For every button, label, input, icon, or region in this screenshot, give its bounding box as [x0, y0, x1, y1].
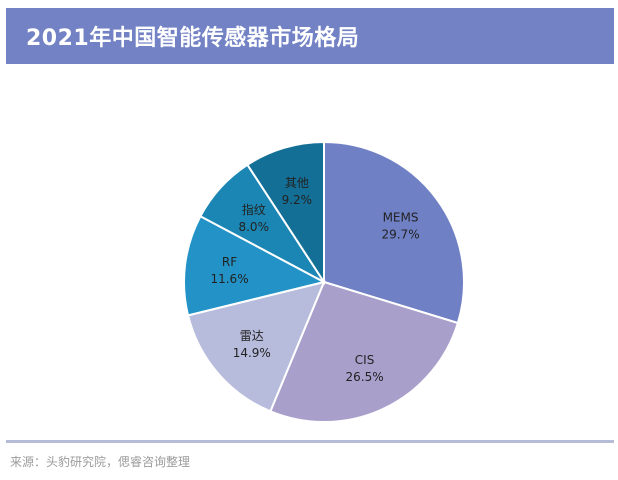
slice-value-label: 29.7%	[381, 227, 419, 241]
pie-slice	[186, 280, 326, 413]
pie-slice	[183, 214, 327, 317]
pie-slice	[323, 140, 465, 325]
pie-chart: MEMS 29.7% CIS 26.5% 雷达 14.9% RF 11.6% 指纹 8.0% 其他 9…	[183, 140, 465, 423]
pie-slice	[246, 140, 325, 286]
pie-slices	[183, 140, 465, 423]
slice-value-label: 8.0%	[238, 220, 269, 234]
chart-area: MEMS 29.7% CIS 26.5% 雷达 14.9% RF 11.6% 指纹 8.0% 其他 9…	[0, 64, 618, 436]
source-note: 来源：头豹研究院，偲睿咨询整理	[10, 455, 191, 469]
slice-value-label: 9.2%	[282, 193, 313, 207]
footer-divider	[6, 440, 614, 443]
slice-name-label: 其他	[285, 176, 309, 190]
title-bar: 2021年中国智能传感器市场格局	[6, 8, 614, 64]
slice-name-label: 雷达	[240, 329, 264, 343]
slice-value-label: 14.9%	[233, 346, 271, 360]
pie-labels: MEMS 29.7% CIS 26.5% 雷达 14.9% RF 11.6% 指纹 8.0% 其他 9…	[210, 176, 419, 384]
slice-name-label: CIS	[355, 353, 375, 367]
slice-name-label: RF	[222, 255, 237, 269]
slice-value-label: 11.6%	[210, 272, 248, 286]
chart-title: 2021年中国智能传感器市场格局	[26, 26, 360, 51]
slice-name-label: MEMS	[383, 210, 419, 224]
slice-name-label: 指纹	[242, 202, 266, 217]
pie-slice	[269, 280, 460, 423]
slice-value-label: 26.5%	[346, 370, 384, 384]
